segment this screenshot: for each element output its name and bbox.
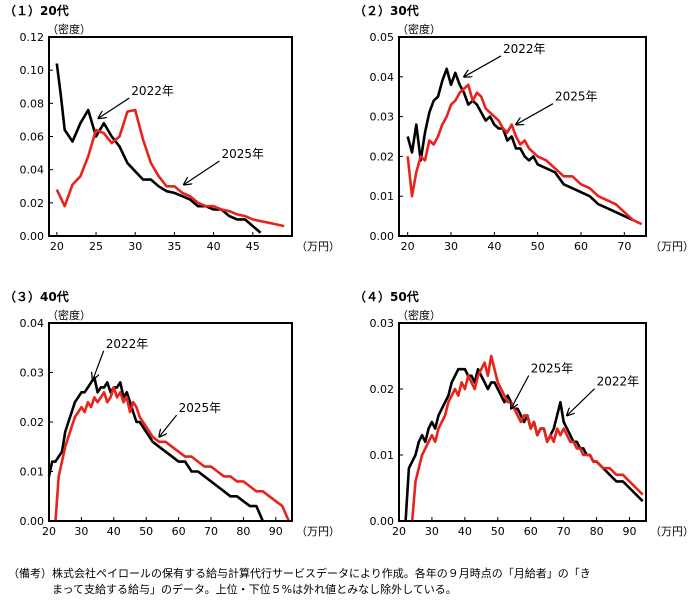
plot-frame (48, 322, 293, 522)
x-tick-label: 40 (487, 240, 501, 253)
annotation-label: 2025年 (531, 362, 574, 376)
y-tick-label: 0.04 (20, 164, 45, 177)
x-axis-label: （万円） (650, 525, 690, 538)
y-tick-label: 0.02 (370, 383, 395, 396)
y-axis-label: （密度） (47, 22, 91, 36)
y-tick-label: 0.02 (20, 197, 45, 210)
x-tick-label: 30 (425, 525, 439, 538)
x-tick-label: 20 (50, 240, 64, 253)
panel-50s: （４）50代 （密度） （万円） 0.00 0.01 0.02 0.03 20 30 40 50 60… (354, 289, 690, 538)
y-tick-label: 0.05 (370, 31, 395, 44)
x-tick-label: 30 (128, 240, 142, 253)
y-tick-label: 0.10 (20, 64, 45, 77)
series-line-2022年 (47, 376, 264, 522)
y-tick-label: 0.01 (20, 466, 45, 479)
y-tick-label: 0.03 (20, 367, 45, 380)
x-tick-label: 90 (623, 525, 637, 538)
y-tick-label: 0.08 (20, 97, 45, 110)
x-tick-label: 50 (491, 525, 505, 538)
x-tick-label: 90 (269, 525, 283, 538)
x-tick-label: 25 (89, 240, 103, 253)
y-tick-label: 0.02 (370, 150, 395, 163)
annotation-arrow (184, 160, 220, 185)
x-tick-label: 80 (236, 525, 250, 538)
x-tick-label: 20 (42, 525, 56, 538)
annotation-arrow (159, 414, 178, 437)
series-line-2022年 (406, 67, 634, 222)
x-axis-label: （万円） (296, 240, 340, 253)
annotation-label: 2022年 (106, 337, 149, 351)
x-tick-label: 20 (392, 525, 406, 538)
y-tick-label: 0.00 (20, 230, 45, 243)
y-tick-label: 0.04 (370, 71, 395, 84)
series-line-2025年 (410, 354, 644, 522)
y-tick-label: 0.04 (20, 317, 45, 330)
y-tick-label: 0.02 (20, 416, 45, 429)
x-tick-label: 70 (617, 240, 631, 253)
annotation-label: 2022年 (503, 42, 546, 56)
y-tick-label: 0.00 (20, 515, 45, 528)
panel-title: （４）50代 (354, 289, 419, 304)
panel-30s: （２）30代 （密度） （万円） 0.00 0.01 0.02 0.03 0.04 0.05 20… (354, 3, 690, 253)
y-tick-label: 0.03 (370, 317, 395, 330)
x-tick-label: 80 (590, 525, 604, 538)
x-tick-label: 20 (401, 240, 415, 253)
y-tick-label: 0.06 (20, 131, 45, 144)
panel-title: （１）20代 (4, 3, 69, 18)
x-tick-label: 60 (574, 240, 588, 253)
annotation-arrow (516, 103, 554, 125)
series-line-2025年 (54, 386, 290, 522)
annotation-label: 2025年 (221, 147, 264, 161)
panel-title: （２）30代 (354, 3, 419, 18)
annotation-arrow (567, 388, 596, 416)
panel-20s: （１）20代 （密度） （万円） 0.00 0.02 0.04 0.06 0.08 0.10 0.… (4, 3, 340, 253)
annotation-label: 2022年 (131, 84, 174, 98)
panel-title: （３）40代 (4, 289, 69, 304)
annotation-arrow (98, 97, 130, 118)
x-tick-label: 35 (167, 240, 181, 253)
panel-40s: （３）40代 （密度） （万円） 0.00 0.01 0.02 0.03 0.04 20 30 40… (4, 289, 340, 538)
x-tick-label: 50 (139, 525, 153, 538)
x-tick-label: 60 (172, 525, 186, 538)
series-line-2025年 (406, 83, 643, 226)
annotation-arrow (93, 350, 105, 380)
y-tick-label: 0.00 (370, 230, 395, 243)
x-tick-label: 40 (207, 240, 221, 253)
y-tick-label: 0.01 (370, 449, 395, 462)
x-tick-label: 70 (557, 525, 571, 538)
y-tick-label: 0.00 (370, 515, 395, 528)
plot-frame (398, 322, 647, 522)
y-axis-label: （密度） (397, 308, 441, 322)
plot-frame (48, 36, 293, 237)
x-tick-label: 40 (107, 525, 121, 538)
y-tick-label: 0.03 (370, 111, 395, 124)
y-tick-label: 0.12 (20, 31, 45, 44)
source-note: （備考）株式会社ペイロールの保有する給与計算代行サービスデータにより作成。各年の… (8, 567, 591, 596)
annotation-label: 2025年 (179, 401, 222, 415)
annotation-label: 2025年 (555, 90, 598, 104)
annotation-arrow (511, 375, 530, 409)
annotation-label: 2022年 (597, 375, 640, 389)
series-line-2022年 (55, 63, 262, 234)
y-axis-label: （密度） (47, 308, 91, 322)
plot-frame (398, 36, 647, 237)
x-tick-label: 70 (204, 525, 218, 538)
annotation-arrow (464, 55, 502, 77)
x-axis-label: （万円） (296, 525, 340, 538)
x-tick-label: 30 (74, 525, 88, 538)
x-tick-label: 45 (246, 240, 260, 253)
x-tick-label: 50 (531, 240, 545, 253)
x-tick-label: 40 (458, 525, 472, 538)
x-tick-label: 30 (444, 240, 458, 253)
y-axis-label: （密度） (397, 22, 441, 36)
y-tick-label: 0.01 (370, 190, 395, 203)
series-line-2025年 (55, 108, 285, 228)
x-tick-label: 60 (524, 525, 538, 538)
x-axis-label: （万円） (650, 240, 690, 253)
series-line-2022年 (404, 367, 644, 522)
